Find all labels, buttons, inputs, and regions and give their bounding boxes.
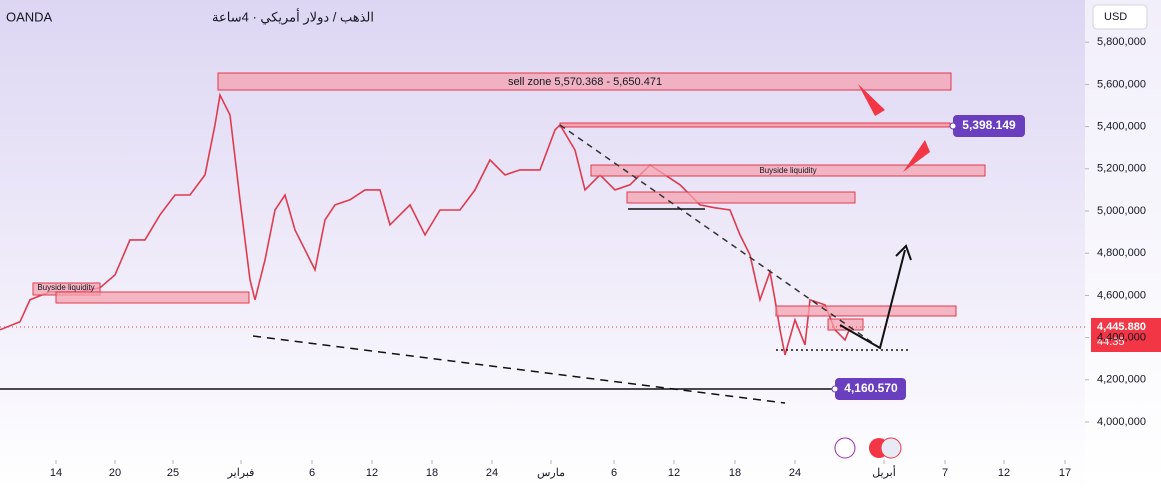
x-tick-label: 24 xyxy=(486,467,498,479)
symbol-desc: الذهب / دولار أمريكي · 4ساعة xyxy=(212,8,374,25)
y-tick-label: 4,000,000 xyxy=(1097,416,1146,428)
arrow xyxy=(903,140,930,172)
zone xyxy=(590,164,986,177)
event-icon[interactable] xyxy=(880,437,902,459)
x-tick-label: 6 xyxy=(611,467,617,479)
anchor xyxy=(831,385,839,393)
zone xyxy=(775,305,957,317)
zone xyxy=(626,191,856,204)
x-tick-label: 24 xyxy=(789,467,801,479)
sell-zone-label: sell zone 5,570.368 - 5,650.471 xyxy=(508,76,662,88)
arrow xyxy=(858,84,885,116)
y-tick-label: 5,200,000 xyxy=(1097,163,1146,175)
x-tick-label: 12 xyxy=(668,467,680,479)
trend-line xyxy=(252,335,786,404)
x-tick-label: 18 xyxy=(426,467,438,479)
y-tick-label: 4,200,000 xyxy=(1097,374,1146,386)
last-price-badge xyxy=(1091,318,1161,352)
symbol: OANDA xyxy=(6,9,53,24)
countdown: 44:35 xyxy=(1097,336,1125,348)
buyside-label: Buyside liquidity xyxy=(759,166,816,175)
zone xyxy=(827,318,864,331)
price-line xyxy=(0,92,851,356)
target-label: 5,398.149 xyxy=(962,118,1016,132)
zone xyxy=(559,122,951,128)
currency: USD xyxy=(1104,11,1127,23)
x-tick-label: 20 xyxy=(109,467,121,479)
x-tick-label: 14 xyxy=(50,467,62,479)
x-tick-label: فبراير xyxy=(227,467,255,479)
x-tick-label: مارس xyxy=(537,467,565,479)
support-badge xyxy=(835,378,906,400)
sell-zone xyxy=(217,72,952,91)
y-tick-label: 5,800,000 xyxy=(1097,36,1146,48)
x-tick-label: 7 xyxy=(942,467,948,479)
currency-button[interactable] xyxy=(1092,4,1148,30)
x-tick-label: 25 xyxy=(167,467,179,479)
anchor xyxy=(949,122,957,130)
price-axis-bg xyxy=(1085,0,1161,489)
arrow-head xyxy=(895,244,912,261)
target-badge xyxy=(953,115,1025,137)
y-tick-label: 4,800,000 xyxy=(1097,247,1146,259)
event-icon[interactable] xyxy=(834,437,856,459)
y-tick-label: 5,400,000 xyxy=(1097,121,1146,133)
zone xyxy=(55,291,250,304)
y-tick-label: 5,600,000 xyxy=(1097,78,1146,90)
x-tick-label: 12 xyxy=(366,467,378,479)
projection xyxy=(839,249,906,350)
x-tick-label: 18 xyxy=(729,467,741,479)
buyside-label: Buyside liquidity xyxy=(37,283,94,292)
x-tick-label: 17 xyxy=(1059,467,1071,479)
support-label: 4,160.570 xyxy=(844,381,898,395)
y-tick-label: 5,000,000 xyxy=(1097,205,1146,217)
last-price: 4,445.880 xyxy=(1097,321,1146,333)
y-tick-label: 4,600,000 xyxy=(1097,289,1146,301)
x-tick-label: أبريل xyxy=(872,465,896,479)
x-tick-label: 12 xyxy=(998,467,1010,479)
y-tick-label: 4,400,000 xyxy=(1097,332,1146,344)
x-tick-label: 6 xyxy=(309,467,315,479)
